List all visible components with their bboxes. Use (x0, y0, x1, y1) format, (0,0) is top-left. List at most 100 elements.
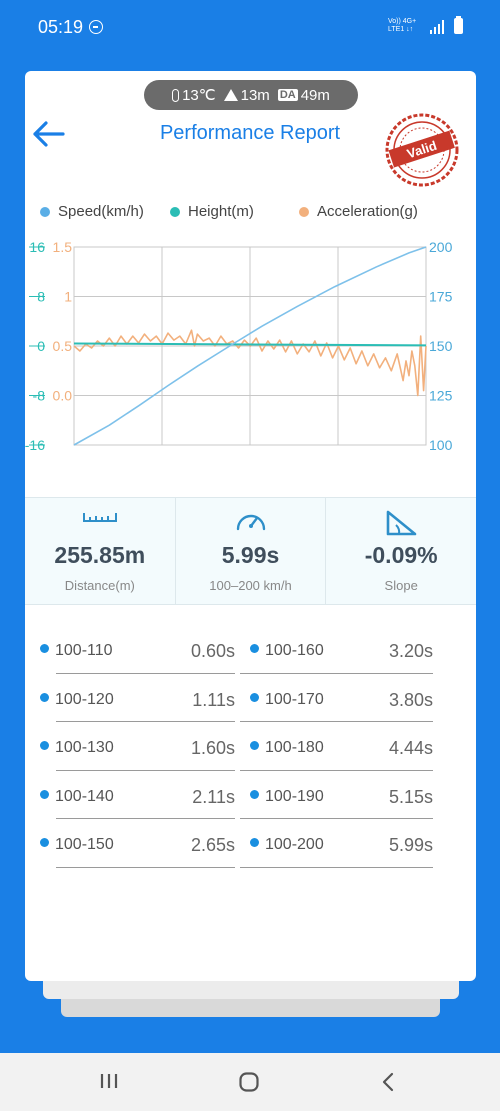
bullet-icon (250, 838, 259, 847)
split-range: 100-180 (265, 739, 324, 756)
split-row: 100-120 1.11s 100-170 3.80s (25, 674, 476, 722)
acceleration-tick-label: 0.5 (53, 338, 73, 354)
legend-item-acceleration: Acceleration(g) (299, 203, 418, 220)
split-range: 100-140 (55, 787, 114, 805)
speed-tick-label: 100 (429, 437, 453, 453)
split-range: 100-130 (55, 739, 114, 756)
divider (240, 721, 433, 722)
mountain-icon (223, 89, 238, 101)
recent-apps-icon[interactable] (98, 1071, 120, 1091)
stat-label: Slope (384, 578, 418, 593)
valid-stamp: Valid (385, 113, 459, 187)
bullet-icon (40, 741, 49, 750)
split-range: 100-200 (265, 836, 324, 853)
split-item: 100-140 2.11s (40, 771, 235, 819)
split-time: 3.80s (388, 689, 433, 710)
status-bar: 05:19 Vo)) 4G+ LTE1 ↓↑ (0, 0, 500, 44)
navigation-bar (0, 1053, 500, 1111)
divider (56, 769, 235, 771)
split-item: 100-180 4.44s (240, 722, 445, 771)
stat-value: 255.85m (54, 542, 146, 568)
speedometer-icon (236, 514, 265, 531)
stat-label: Distance(m) (64, 578, 135, 593)
card-stack-back (61, 995, 440, 1017)
split-item: 100-170 3.80s (240, 674, 445, 722)
bullet-icon (250, 644, 259, 653)
signal-icon (430, 20, 444, 34)
acceleration-tick-label: 1 (64, 289, 72, 305)
clock-icon (89, 20, 103, 34)
split-item: 100-200 5.99s (240, 819, 445, 868)
divider (56, 818, 235, 819)
density-altitude-badge: DA (277, 89, 298, 101)
divider (56, 866, 235, 868)
split-item: 100-190 5.15s (240, 771, 445, 819)
split-time: 4.44s (388, 738, 433, 758)
split-time: 5.15s (388, 786, 433, 807)
split-time: 2.11s (192, 786, 235, 807)
split-item: 100-130 1.60s (40, 722, 235, 771)
speed-tick-label: 125 (429, 388, 453, 404)
legend-item-height: Height(m) (170, 203, 254, 220)
battery-icon (454, 16, 463, 34)
speed-tick-label: 175 (429, 289, 453, 305)
stat-slope: -0.09% Slope (325, 498, 476, 604)
split-time: 1.60s (190, 738, 235, 758)
divider (240, 672, 433, 674)
thermometer-icon (172, 88, 180, 102)
split-time: 0.60s (190, 641, 235, 661)
divider (240, 769, 433, 771)
legend-item-speed: Speed(km/h) (40, 203, 144, 220)
page-title: Performance Report (159, 122, 341, 144)
bullet-icon (40, 644, 49, 653)
bullet-icon (40, 838, 49, 847)
split-row: 100-150 2.65s 100-200 5.99s (25, 819, 476, 868)
divider (56, 721, 235, 722)
stat-label: 100–200 km/h (209, 578, 292, 593)
home-icon[interactable] (238, 1071, 260, 1093)
split-item: 100-150 2.65s (40, 819, 235, 868)
density-altitude-value: 49m (300, 86, 330, 104)
acceleration-tick-label: 0.0 (53, 388, 73, 404)
stat-value: 5.99s (221, 542, 280, 568)
split-row: 100-110 0.60s 100-160 3.20s (25, 625, 476, 674)
divider (240, 866, 433, 868)
height-line (73, 342, 427, 347)
divider (56, 672, 235, 674)
split-times-list: 100-110 0.60s 100-160 3.20s 100-120 1.11s 1… (25, 625, 476, 868)
split-time: 1.11s (192, 689, 235, 710)
temperature-value: 13℃ (182, 87, 216, 104)
speed-line (73, 246, 427, 446)
back-arrow-icon[interactable] (32, 119, 66, 149)
acceleration-tick-label: 1.5 (53, 239, 73, 255)
legend-dot (170, 206, 180, 217)
split-row: 100-140 2.11s 100-190 5.15s (25, 771, 476, 819)
altitude-value: 13m (240, 86, 270, 104)
chart-legend: Speed(km/h) Height(m) Acceleration(g) (40, 203, 460, 223)
split-item: 100-120 1.11s (40, 674, 235, 722)
environment-pill: 13℃ 13m DA 49m (144, 80, 358, 110)
divider (240, 818, 433, 819)
bullet-icon (40, 789, 49, 799)
split-range: 100-120 (55, 690, 114, 708)
stat-time: 5.99s 100–200 km/h (174, 498, 326, 604)
speed-tick-label: 150 (429, 338, 453, 354)
split-range: 100-160 (265, 642, 324, 659)
legend-dot (299, 206, 309, 217)
split-range: 100-190 (265, 787, 324, 805)
split-time: 2.65s (190, 835, 235, 855)
split-time: 3.20s (388, 641, 433, 661)
speed-tick-label: 200 (429, 239, 453, 255)
bullet-icon (250, 789, 259, 799)
stat-distance: 255.85m Distance(m) (25, 498, 175, 604)
slope-icon (386, 510, 417, 536)
status-time: 05:19 (38, 17, 84, 37)
split-item: 100-110 0.60s (40, 625, 235, 674)
back-nav-icon[interactable] (380, 1071, 396, 1093)
split-time: 5.99s (388, 835, 433, 855)
split-range: 100-110 (55, 642, 113, 659)
bullet-icon (40, 692, 49, 702)
split-item: 100-160 3.20s (240, 625, 445, 674)
stat-value: -0.09% (364, 542, 438, 568)
